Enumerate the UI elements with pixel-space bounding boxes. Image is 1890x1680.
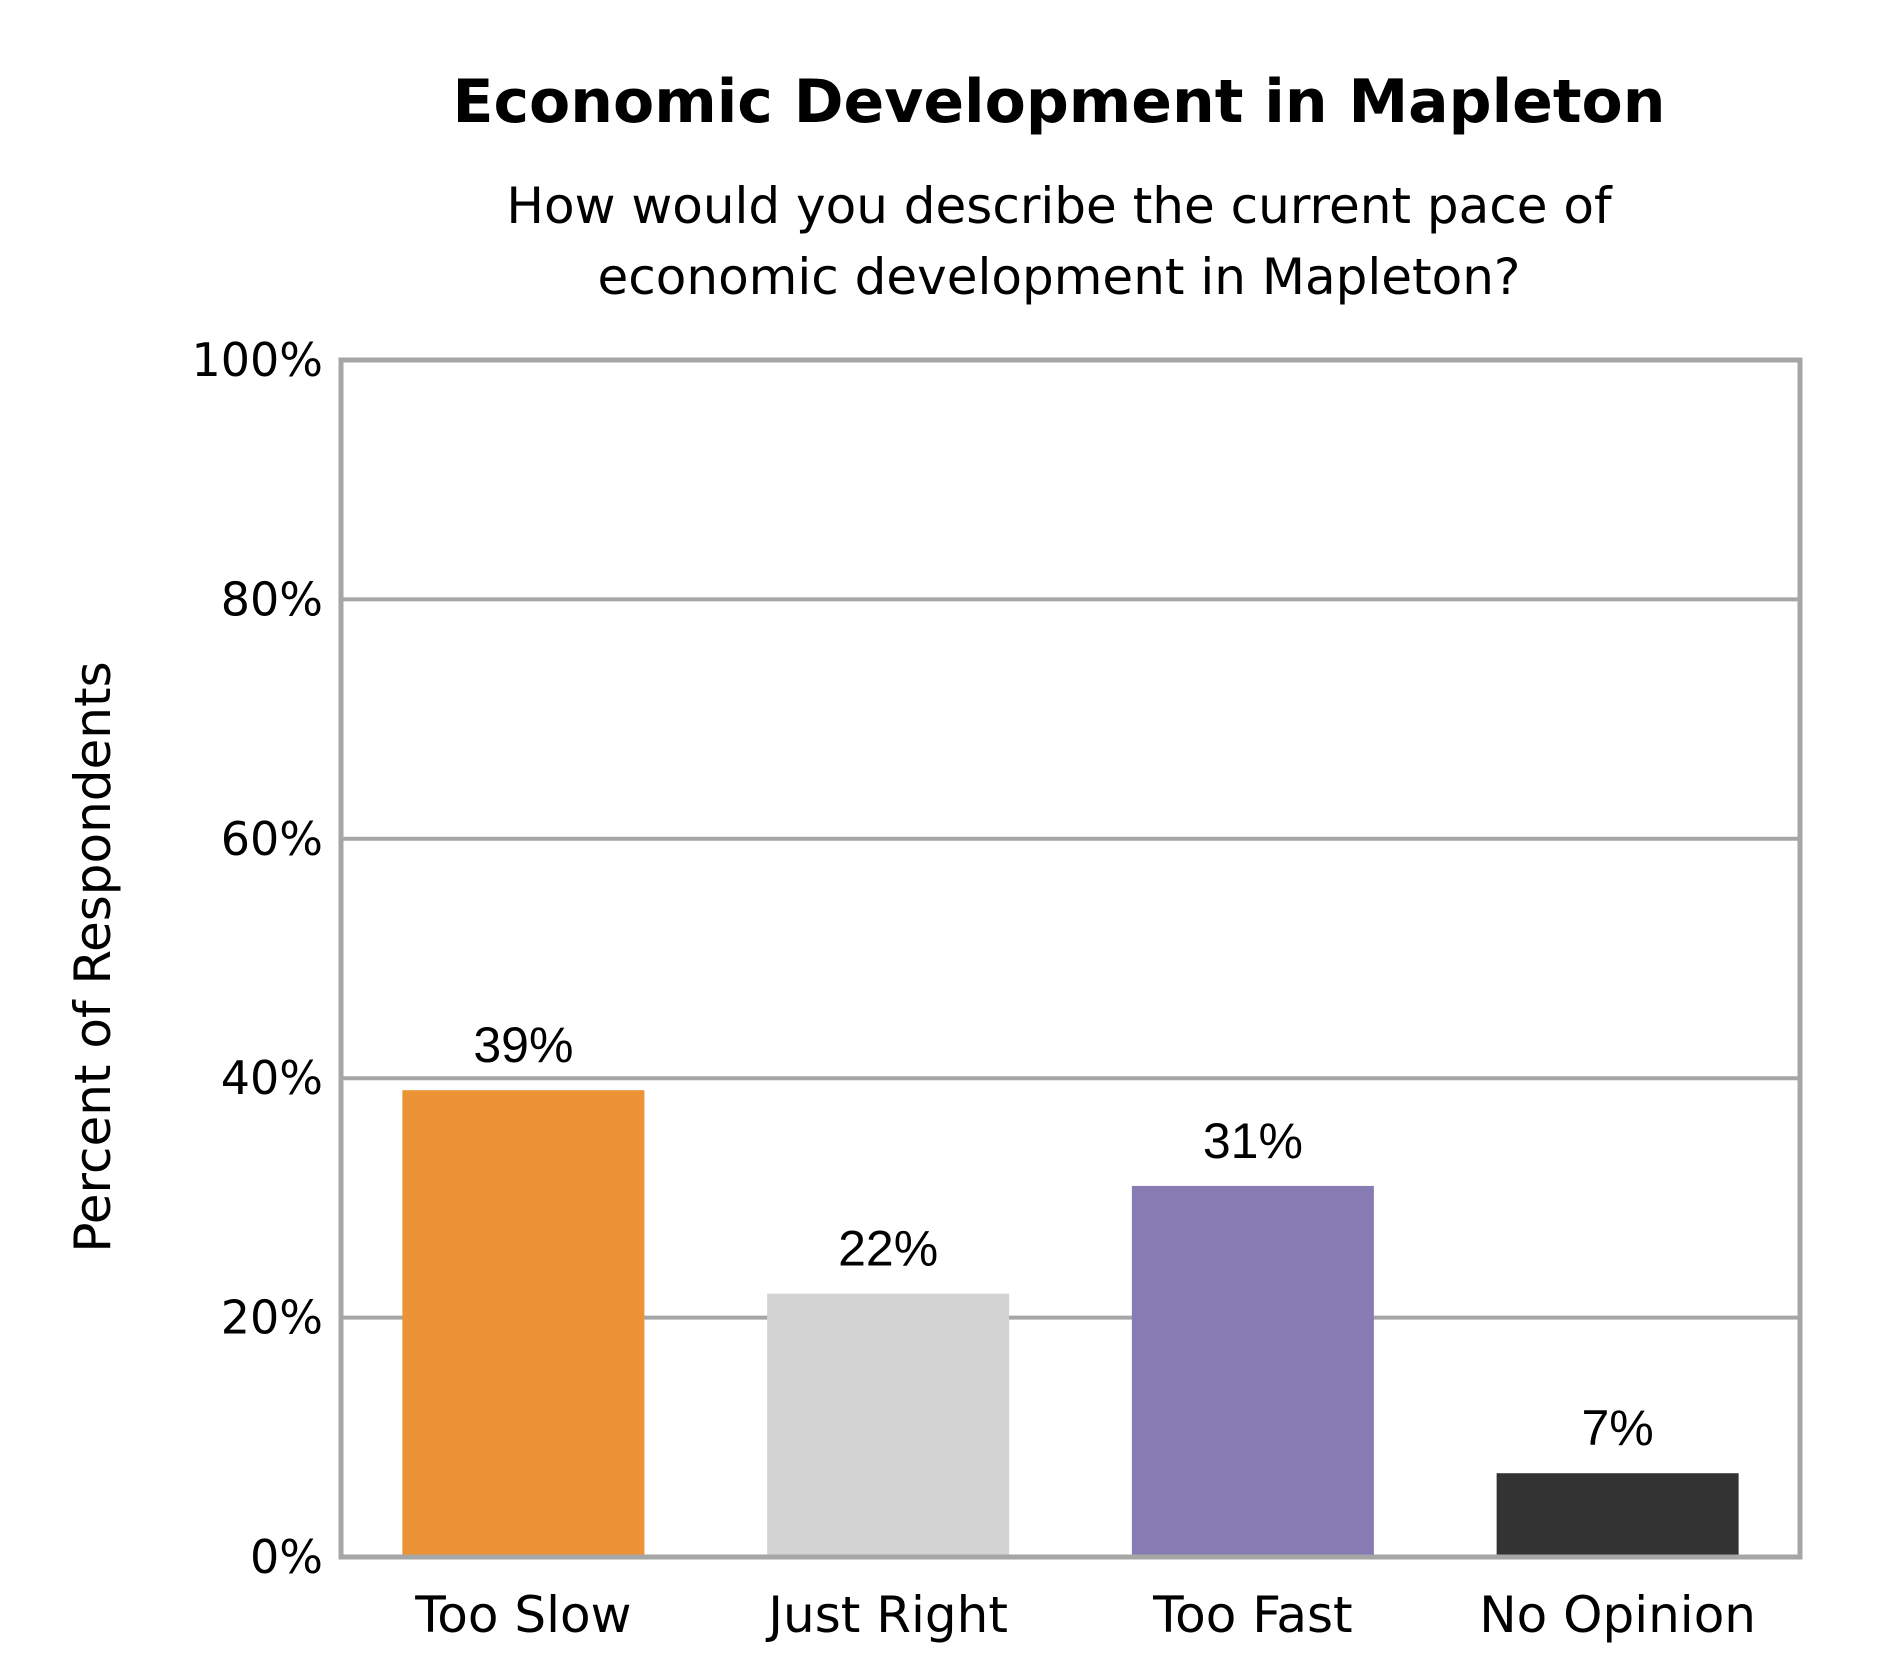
y-axis-ticks: 0% 20% 40% 60% 80% 100%	[191, 333, 323, 1584]
y-tick-label-0: 0%	[250, 1530, 323, 1584]
bars	[402, 1090, 1739, 1557]
data-label-too-slow: 39%	[473, 1017, 573, 1073]
bar-too-slow	[402, 1090, 645, 1557]
x-tick-label-just-right: Just Right	[765, 1586, 1008, 1644]
x-tick-label-too-slow: Too Slow	[414, 1586, 631, 1644]
data-label-too-fast: 31%	[1203, 1113, 1303, 1169]
y-tick-label-40: 40%	[221, 1051, 323, 1105]
x-axis-ticks: Too Slow Just Right Too Fast No Opinion	[414, 1586, 1756, 1644]
y-tick-label-80: 80%	[221, 572, 323, 626]
data-label-just-right: 22%	[838, 1221, 938, 1277]
bar-just-right	[767, 1293, 1010, 1557]
gridlines	[341, 597, 1800, 1320]
y-tick-label-20: 20%	[221, 1291, 323, 1345]
y-axis-title: Percent of Respondents	[64, 661, 122, 1252]
plot-border	[338, 357, 1803, 1560]
chart-subtitle-line-2: economic development in Mapleton?	[598, 248, 1521, 306]
x-tick-label-no-opinion: No Opinion	[1479, 1586, 1756, 1644]
bar-no-opinion	[1496, 1473, 1739, 1557]
chart-subtitle-line-1: How would you describe the current pace …	[506, 177, 1613, 235]
chart-title: Economic Development in Mapleton	[453, 67, 1666, 137]
y-tick-label-60: 60%	[221, 812, 323, 866]
x-tick-label-too-fast: Too Fast	[1152, 1586, 1353, 1644]
plot-frame	[338, 357, 1803, 1560]
data-labels: 39% 22% 31% 7%	[473, 1017, 1653, 1456]
bar-too-fast	[1131, 1185, 1374, 1557]
y-tick-label-100: 100%	[191, 333, 323, 387]
data-label-no-opinion: 7%	[1581, 1400, 1653, 1456]
